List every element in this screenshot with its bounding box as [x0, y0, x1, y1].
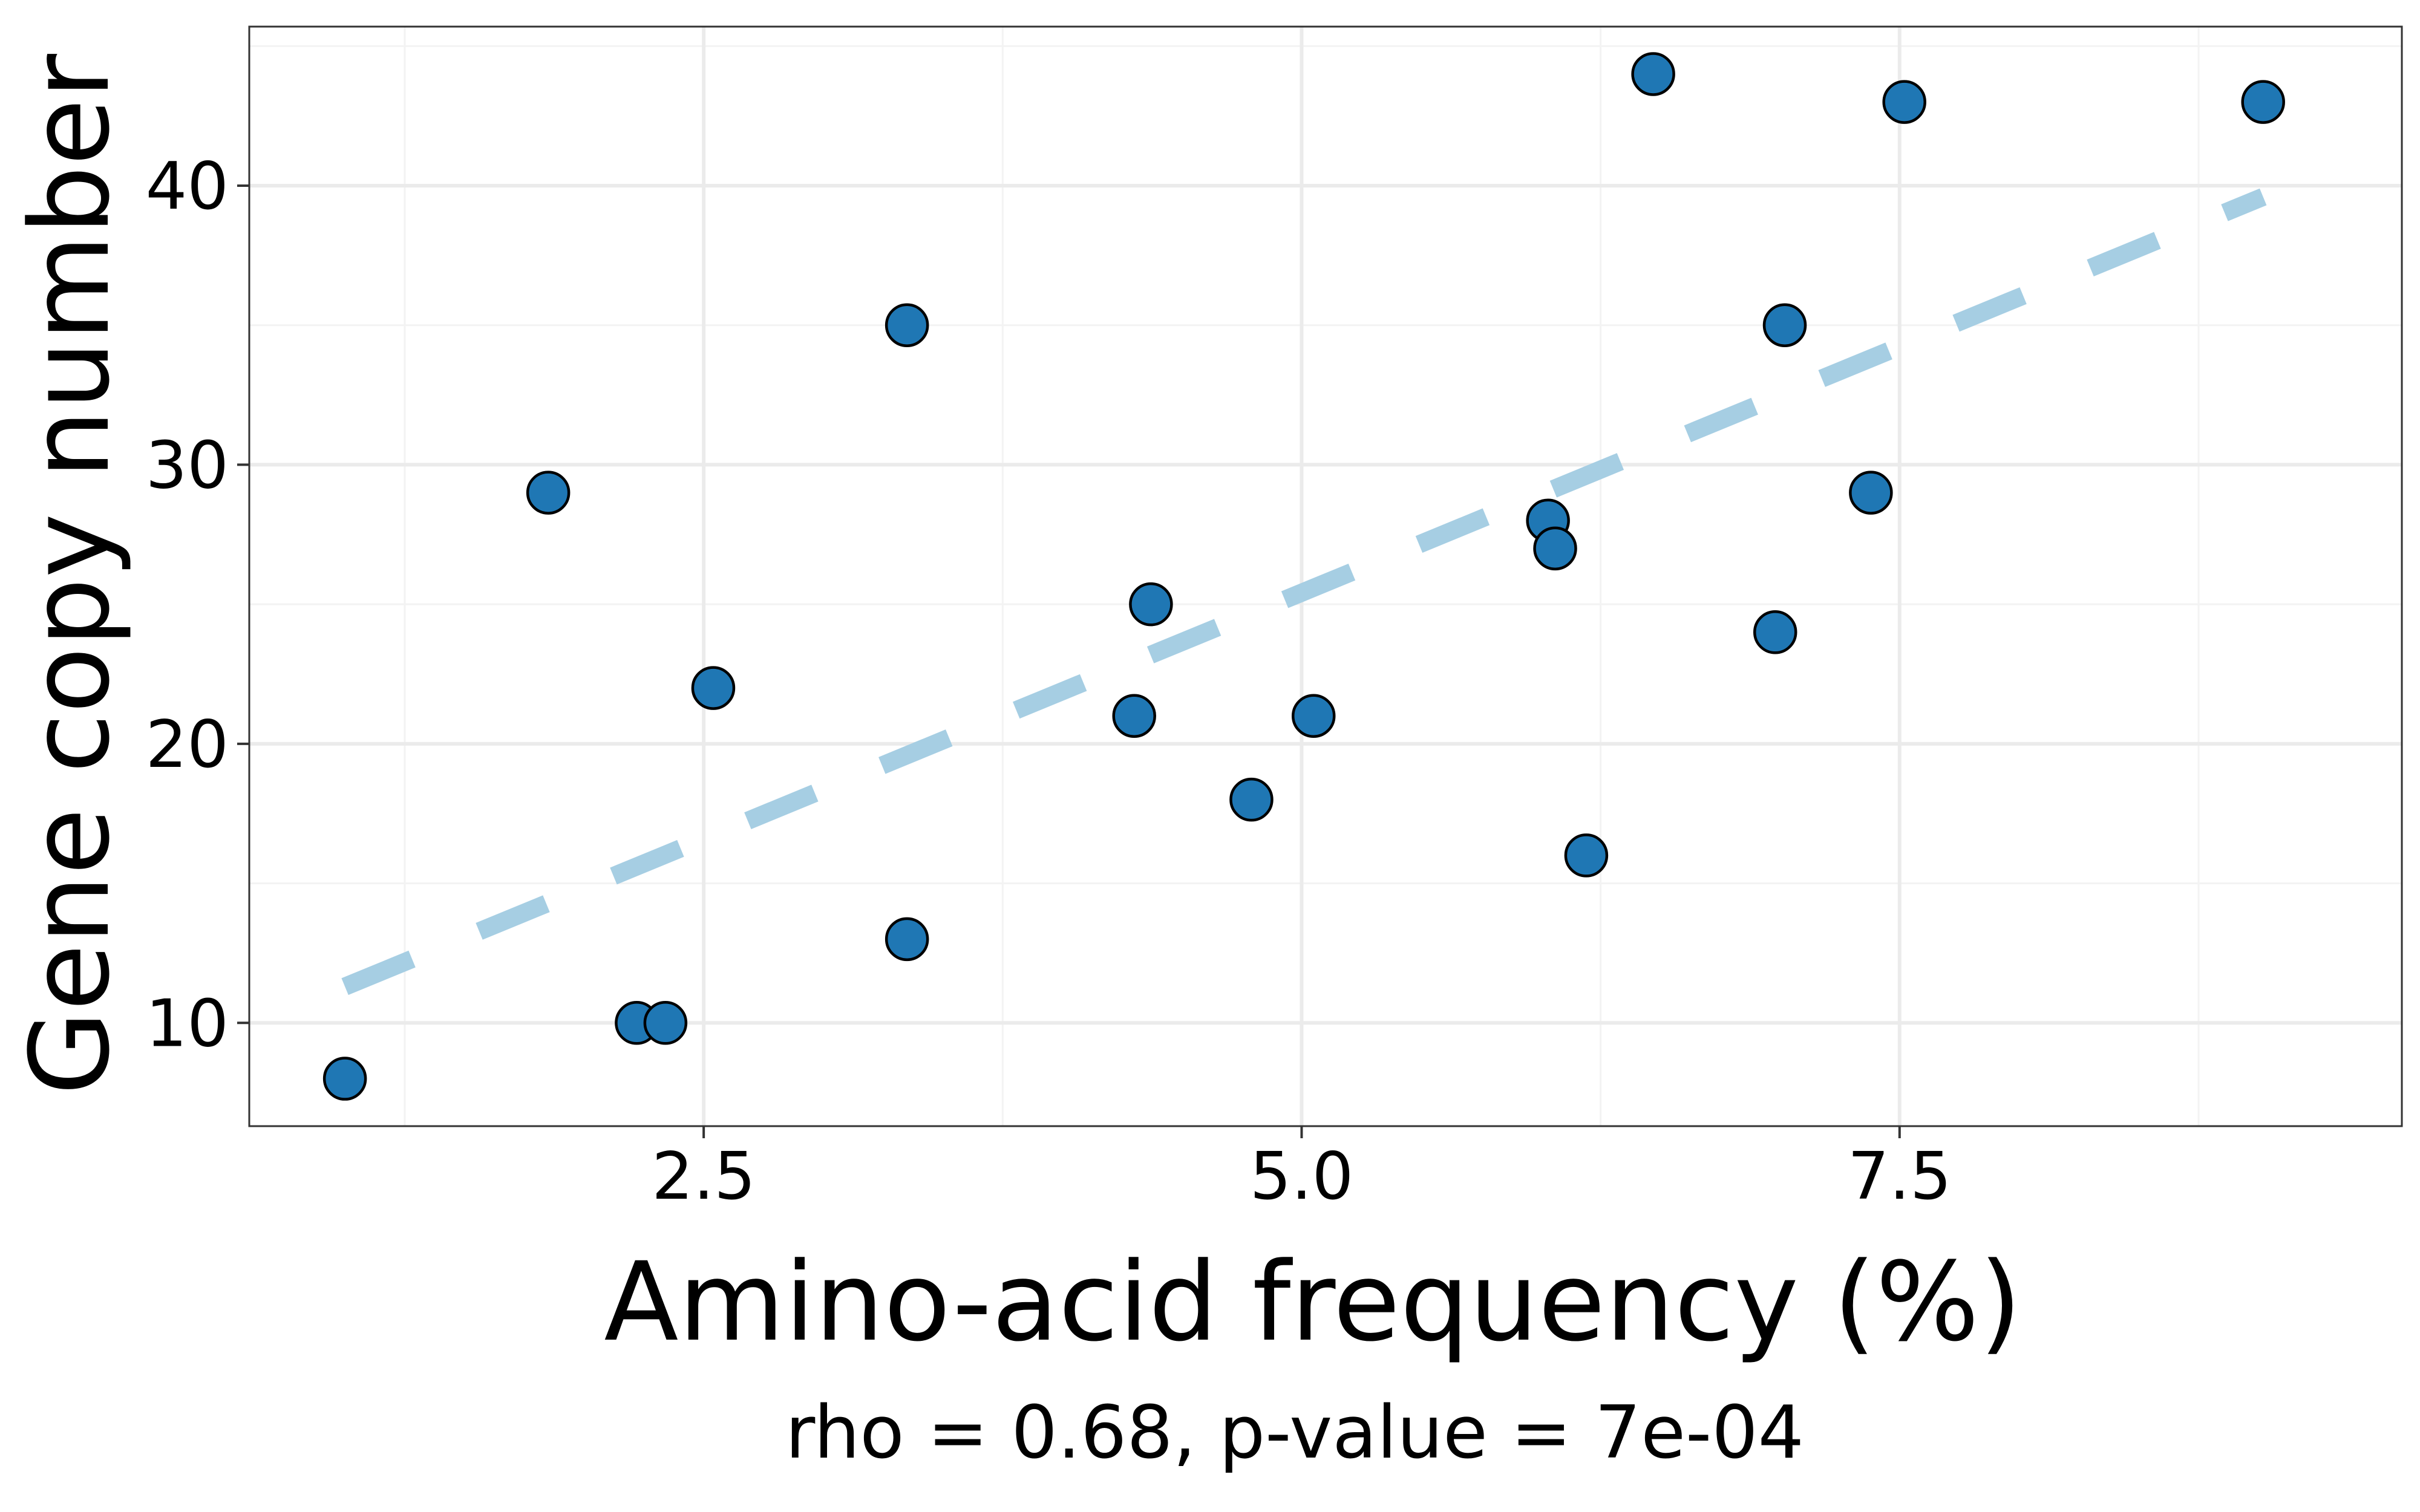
data-point	[1533, 526, 1577, 571]
panel-border	[248, 25, 2403, 1127]
y-axis-title: Gene copy number	[7, 54, 134, 1095]
data-point	[2241, 80, 2285, 124]
data-point	[885, 303, 929, 347]
y-tick-label: 10	[146, 986, 229, 1061]
y-tick-label: 30	[146, 428, 229, 503]
y-axis-ticks: 10 20 30 40	[146, 149, 249, 1061]
data-point	[1631, 52, 1675, 96]
trend-line	[341, 188, 2267, 996]
chart-subtitle: rho = 0.68, p-value = 7e-04	[785, 1391, 1804, 1475]
data-point	[1564, 833, 1609, 878]
data-point	[691, 666, 736, 710]
x-axis-title: Amino-acid frequency (%)	[604, 1239, 2021, 1366]
x-tick-label: 5.0	[1250, 1139, 1354, 1214]
data-point	[1229, 777, 1274, 822]
data-point	[643, 1001, 688, 1045]
major-grid	[249, 27, 2402, 1126]
trend-line-layer	[341, 188, 2267, 996]
data-point	[885, 917, 929, 962]
data-point	[1882, 80, 1926, 124]
data-point	[1762, 303, 1807, 347]
data-point	[1291, 694, 1336, 738]
x-tick-label: 7.5	[1848, 1139, 1952, 1214]
data-points	[322, 52, 2285, 1101]
data-point	[1112, 694, 1156, 738]
data-point	[1849, 471, 1893, 515]
minor-grid	[249, 27, 2402, 1126]
x-tick-label: 2.5	[652, 1139, 756, 1214]
data-point	[526, 471, 571, 515]
data-point	[322, 1057, 367, 1101]
y-tick-label: 20	[146, 707, 229, 783]
data-point	[1753, 610, 1797, 654]
y-tick-label: 40	[146, 149, 229, 224]
data-point	[1129, 582, 1173, 627]
x-axis-ticks: 2.5 5.0 7.5	[652, 1126, 1952, 1214]
